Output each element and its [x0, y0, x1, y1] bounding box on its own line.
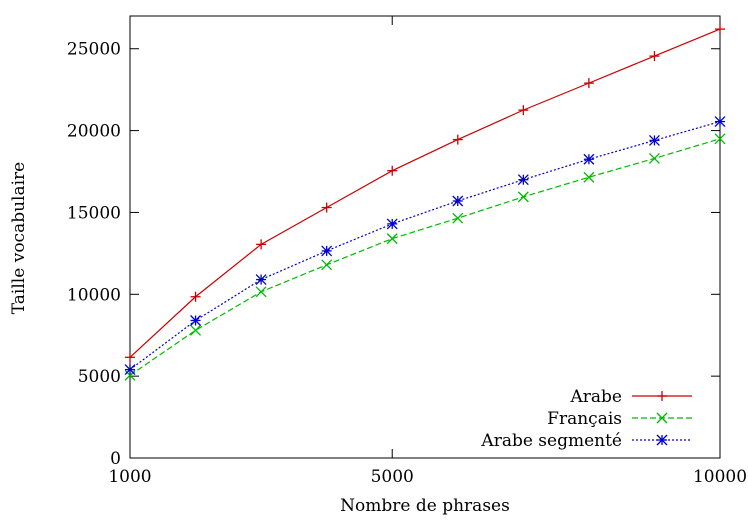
- data-point: [321, 202, 332, 213]
- y-tick-label: 15000: [67, 203, 121, 223]
- x-tick-label: 5000: [371, 467, 414, 487]
- data-point: [256, 239, 267, 250]
- series-line: [129, 121, 721, 371]
- x-tick-label: 10000: [693, 467, 747, 487]
- data-point: [124, 369, 136, 381]
- data-point: [255, 274, 267, 286]
- data-point: [583, 171, 595, 183]
- data-point: [190, 315, 202, 326]
- data-point: [583, 153, 595, 165]
- legend-entry: Français: [547, 409, 692, 429]
- legend-marker: [657, 391, 667, 401]
- data-point: [714, 116, 726, 128]
- data-point: [452, 195, 464, 207]
- legend-label: Arabe segmenté: [480, 431, 622, 451]
- y-tick-label: 25000: [67, 40, 121, 60]
- data-point: [648, 134, 660, 146]
- series-2: [124, 116, 726, 376]
- plot-frame: [129, 15, 721, 459]
- data-point: [583, 78, 594, 89]
- series-line: [129, 28, 721, 358]
- x-tick-label: 1000: [108, 467, 151, 487]
- data-point: [386, 218, 398, 230]
- data-point: [321, 259, 333, 271]
- data-point: [715, 24, 725, 35]
- series-0: [125, 24, 725, 363]
- data-point: [255, 286, 267, 298]
- data-point: [190, 324, 202, 336]
- legend-marker: [656, 412, 668, 424]
- x-axis-label: Nombre de phrases: [340, 496, 510, 516]
- series-layer: [124, 24, 726, 381]
- data-point: [386, 233, 398, 245]
- y-tick-label: 5000: [78, 367, 121, 387]
- data-point: [648, 152, 660, 164]
- data-point: [124, 364, 136, 376]
- axes: 0 5000 10000 15000 20000 25000 1000 5000 10000: [67, 15, 747, 487]
- data-point: [452, 212, 464, 224]
- data-point: [452, 134, 463, 145]
- data-point: [321, 245, 333, 257]
- legend-label: Arabe: [570, 387, 622, 407]
- y-tick-label: 10000: [67, 285, 121, 305]
- y-tick-label: 0: [110, 449, 121, 469]
- data-point: [714, 133, 726, 145]
- data-point: [517, 174, 529, 186]
- legend-entry: Arabe: [570, 387, 692, 407]
- y-axis-label: Taille vocabulaire: [9, 162, 29, 314]
- legend-marker: [656, 434, 668, 446]
- data-point: [190, 291, 201, 302]
- y-tick-label: 20000: [67, 122, 121, 142]
- data-point: [125, 352, 135, 363]
- legend-label: Français: [547, 409, 622, 429]
- series-1: [124, 133, 726, 381]
- legend-entry: Arabe segmenté: [480, 431, 692, 451]
- data-point: [649, 51, 660, 62]
- data-point: [387, 165, 398, 176]
- data-point: [518, 105, 529, 116]
- data-point: [517, 191, 529, 203]
- series-line: [129, 138, 721, 376]
